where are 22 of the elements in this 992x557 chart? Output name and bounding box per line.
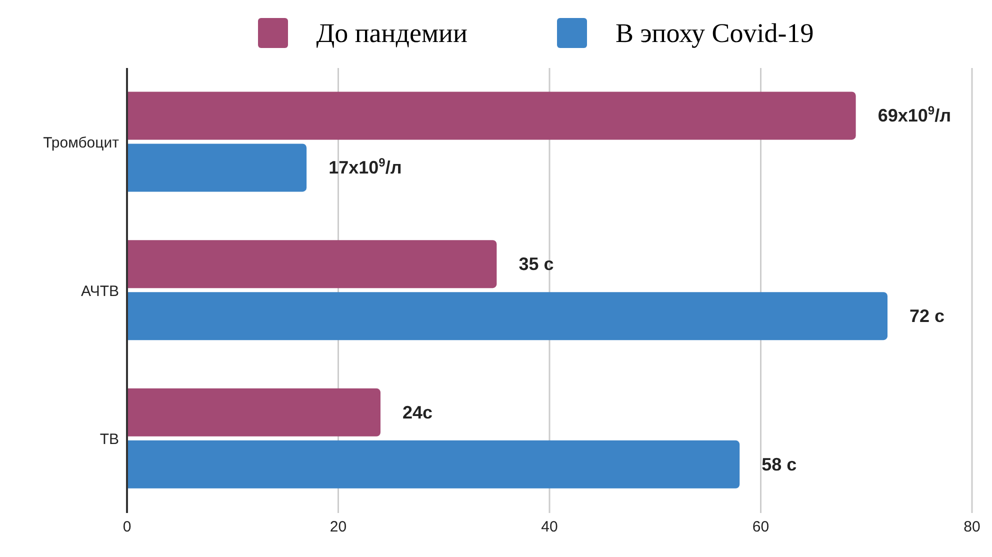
bar	[127, 240, 497, 288]
x-tick-label: 0	[122, 518, 132, 536]
x-tick-label: 60	[752, 518, 770, 536]
data-label: 35 с	[518, 254, 554, 274]
legend-label: В эпоху Covid-19	[615, 18, 814, 48]
data-label: 24с	[402, 402, 433, 422]
bar	[127, 144, 307, 192]
data-label: 17x10$^{9}$/л	[328, 156, 402, 178]
y-tick-label: АЧТВ	[81, 282, 119, 300]
bar	[127, 92, 856, 140]
x-tick-label: 20	[330, 518, 347, 536]
y-tick-label: ТВ	[100, 431, 119, 448]
bar	[127, 292, 888, 340]
bar	[127, 388, 380, 436]
y-tick-label: Тромбоцит	[43, 134, 120, 152]
data-label: 58 с	[762, 454, 797, 474]
x-tick-label: 80	[964, 518, 980, 536]
legend-label: До пандемии	[316, 18, 468, 48]
data-label: 69x10$^{9}$/л	[878, 104, 951, 126]
bar	[127, 440, 740, 488]
data-label: 72 с	[910, 306, 945, 326]
x-tick-label: 40	[541, 518, 558, 536]
